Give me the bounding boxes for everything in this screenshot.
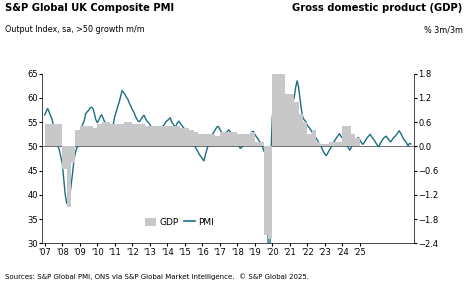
Bar [115, 124, 119, 146]
Bar [202, 134, 207, 146]
Bar [325, 144, 329, 146]
Bar [211, 134, 215, 146]
Bar [233, 132, 237, 146]
Bar [80, 126, 84, 146]
Bar [264, 146, 268, 235]
Bar [215, 136, 220, 146]
Bar [154, 126, 159, 146]
Bar [49, 124, 53, 146]
Bar [180, 128, 185, 146]
Bar [286, 94, 290, 146]
Bar [58, 124, 62, 146]
Bar [207, 134, 211, 146]
Bar [338, 142, 342, 146]
Bar [224, 132, 229, 146]
Bar [106, 122, 110, 146]
Bar [185, 128, 189, 146]
Bar [316, 142, 320, 146]
Bar [133, 124, 137, 146]
Bar [251, 132, 255, 146]
Bar [124, 122, 128, 146]
Bar [299, 114, 303, 146]
Bar [88, 126, 93, 146]
Text: S&P Global UK Composite PMI: S&P Global UK Composite PMI [5, 3, 174, 13]
Bar [119, 124, 124, 146]
Bar [150, 126, 154, 146]
Bar [66, 146, 71, 207]
Bar [242, 134, 246, 146]
Bar [351, 134, 356, 146]
Bar [110, 124, 115, 146]
Bar [128, 122, 133, 146]
Bar [71, 146, 75, 162]
Bar [246, 134, 251, 146]
Bar [342, 126, 347, 146]
Legend: GDP, PMI: GDP, PMI [141, 214, 218, 230]
Bar [93, 128, 97, 146]
Bar [97, 124, 102, 146]
Bar [189, 130, 193, 146]
Bar [53, 124, 58, 146]
Bar [347, 126, 351, 146]
Bar [259, 142, 264, 146]
Bar [84, 126, 88, 146]
Bar [75, 130, 80, 146]
Bar [176, 126, 180, 146]
Bar [281, 72, 286, 146]
Bar [329, 142, 333, 146]
Text: % 3m/3m: % 3m/3m [424, 25, 463, 35]
Bar [290, 94, 294, 146]
Bar [159, 126, 163, 146]
Bar [272, 72, 277, 146]
Bar [237, 134, 242, 146]
Bar [146, 126, 150, 146]
Bar [163, 126, 167, 146]
Text: Gross domestic product (GDP): Gross domestic product (GDP) [292, 3, 463, 13]
Bar [198, 134, 202, 146]
Bar [255, 142, 259, 146]
Bar [320, 144, 325, 146]
Bar [277, 72, 281, 146]
Bar [356, 138, 360, 146]
Text: Output Index, sa, >50 growth m/m: Output Index, sa, >50 growth m/m [5, 25, 145, 35]
Bar [303, 122, 307, 146]
Bar [102, 122, 106, 146]
Bar [141, 124, 146, 146]
Bar [307, 134, 312, 146]
Bar [137, 124, 141, 146]
Bar [172, 126, 176, 146]
Text: Sources: S&P Global PMI, ONS via S&P Global Market Intelligence.  © S&P Global 2: Sources: S&P Global PMI, ONS via S&P Glo… [5, 273, 309, 280]
Bar [45, 124, 49, 146]
Bar [294, 102, 299, 146]
Bar [268, 146, 272, 239]
Bar [193, 132, 198, 146]
Bar [220, 132, 224, 146]
Bar [229, 132, 233, 146]
Bar [333, 142, 338, 146]
Bar [167, 126, 172, 146]
Bar [312, 130, 316, 146]
Bar [62, 146, 66, 169]
